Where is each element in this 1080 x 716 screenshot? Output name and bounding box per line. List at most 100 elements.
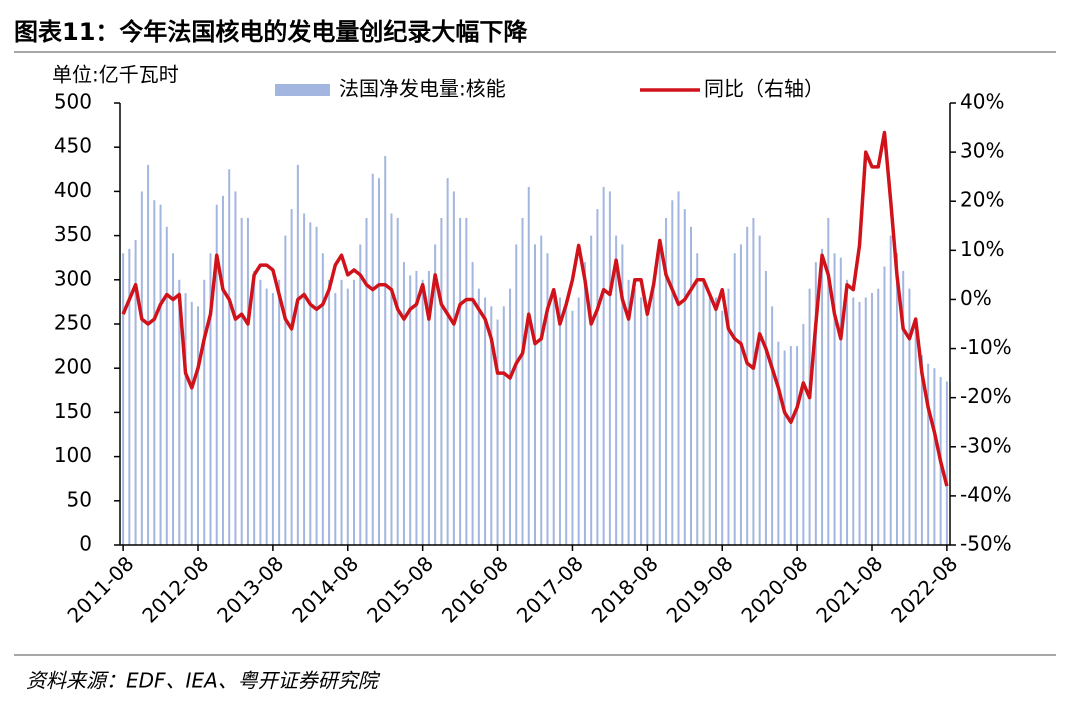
- bar: [303, 213, 306, 545]
- y2-tick-label: 10%: [960, 237, 1004, 261]
- legend-swatch: [275, 84, 330, 96]
- bar: [271, 293, 274, 545]
- bar: [153, 200, 156, 546]
- y2-tick-label: -20%: [960, 384, 1012, 408]
- bar: [889, 235, 892, 545]
- bar: [696, 253, 699, 545]
- bar: [658, 244, 661, 545]
- bar: [396, 217, 399, 546]
- bar: [602, 186, 605, 546]
- y2-tick-label: -50%: [960, 532, 1012, 556]
- bar: [852, 297, 855, 545]
- bar: [883, 266, 886, 545]
- bar: [927, 363, 930, 545]
- bar: [240, 217, 243, 546]
- bar: [777, 341, 780, 545]
- bar: [296, 164, 299, 545]
- bar: [590, 235, 593, 545]
- bar: [340, 279, 343, 545]
- bar: [178, 279, 181, 545]
- bar: [908, 288, 911, 545]
- bar: [328, 279, 331, 545]
- x-tick-label: 2018-08: [587, 551, 663, 627]
- bar: [477, 288, 480, 545]
- bar: [203, 279, 206, 545]
- bar: [608, 191, 611, 545]
- bar: [253, 270, 256, 545]
- bar: [315, 226, 318, 545]
- y2-tick-label: 30%: [960, 139, 1004, 163]
- y2-tick-label: 40%: [960, 90, 1004, 114]
- x-tick-label: 2013-08: [212, 551, 288, 627]
- bar: [377, 178, 380, 545]
- bar: [197, 306, 200, 545]
- bar: [783, 350, 786, 545]
- bar: [278, 279, 281, 545]
- bar: [846, 279, 849, 545]
- x-tick-label: 2014-08: [287, 551, 363, 627]
- x-tick-label: 2016-08: [437, 551, 513, 627]
- bar: [265, 288, 268, 545]
- bar: [746, 226, 749, 545]
- bar: [583, 262, 586, 545]
- bar: [727, 288, 730, 545]
- bar: [159, 204, 162, 545]
- bar: [690, 226, 693, 545]
- y2-tick-label: 20%: [960, 188, 1004, 212]
- x-tick-label: 2017-08: [512, 551, 588, 627]
- bar: [627, 279, 630, 545]
- y2-tick-label: -40%: [960, 482, 1012, 506]
- y-tick-label: 300: [54, 266, 92, 290]
- legend-label: 同比（右轴）: [704, 77, 824, 101]
- bar: [577, 297, 580, 545]
- y2-tick-label: 0%: [960, 286, 992, 310]
- bar: [346, 288, 349, 545]
- y-tick-label: 100: [54, 443, 92, 467]
- bar: [827, 217, 830, 546]
- legend-label: 法国净发电量:核能: [339, 77, 506, 101]
- bar: [571, 310, 574, 545]
- bar: [721, 310, 724, 545]
- source-note: 资料来源：EDF、IEA、粤开证券研究院: [26, 669, 381, 693]
- y2-tick-label: -30%: [960, 433, 1012, 457]
- bar: [215, 204, 218, 545]
- bar: [321, 253, 324, 545]
- y-tick-label: 350: [54, 222, 92, 246]
- bar: [808, 288, 811, 545]
- bar: [677, 191, 680, 545]
- y-tick-label: 450: [54, 134, 92, 158]
- bar: [122, 253, 125, 545]
- y-tick-label: 0: [79, 532, 92, 556]
- bar: [521, 217, 524, 546]
- bar: [140, 191, 143, 545]
- bar: [502, 306, 505, 545]
- bar: [708, 297, 711, 545]
- bar: [459, 217, 462, 546]
- x-tick-label: 2021-08: [811, 551, 887, 627]
- bar: [421, 279, 424, 545]
- bar: [384, 156, 387, 546]
- bar: [134, 240, 137, 545]
- bar: [814, 262, 817, 545]
- bar: [683, 209, 686, 545]
- bar: [165, 226, 168, 545]
- bar: [933, 368, 936, 545]
- bar: [802, 324, 805, 545]
- bar: [446, 178, 449, 545]
- bar: [402, 262, 405, 545]
- x-tick-label: 2011-08: [62, 551, 138, 627]
- y-tick-label: 150: [54, 399, 92, 423]
- bar: [558, 297, 561, 545]
- bar: [284, 235, 287, 545]
- x-tick-label: 2022-08: [886, 551, 962, 627]
- bar: [259, 279, 262, 545]
- bar: [221, 195, 224, 545]
- bar: [190, 301, 193, 545]
- bar: [365, 217, 368, 546]
- x-tick-label: 2012-08: [137, 551, 213, 627]
- bar: [465, 217, 468, 546]
- y-tick-label: 400: [54, 178, 92, 202]
- bar: [128, 248, 131, 546]
- bar: [714, 297, 717, 545]
